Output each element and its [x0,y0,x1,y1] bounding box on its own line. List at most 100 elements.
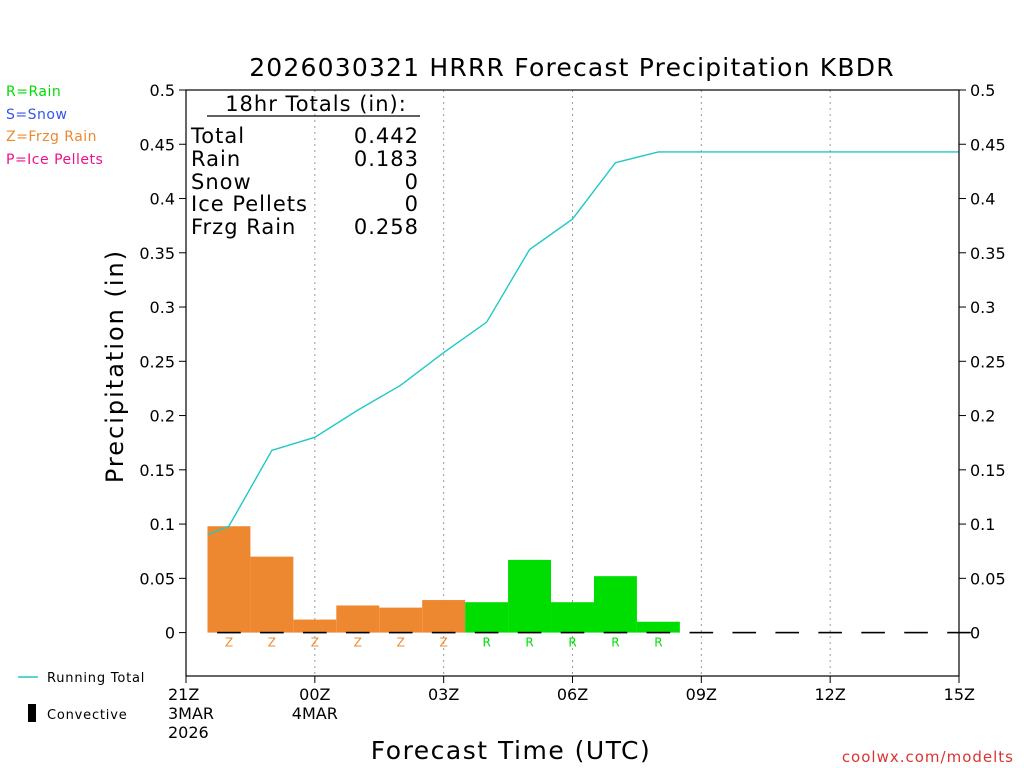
y-tick-label-right: 0.05 [970,569,1006,588]
convective-bar [345,631,370,634]
precip-bar [336,605,380,633]
convective-bar [818,631,842,634]
y-tick-label-right: 0.1 [970,515,995,534]
precip-bar [593,576,637,633]
convective-bar [303,631,327,634]
totals-value-total: 0.442 [354,124,419,148]
precip-bar [636,621,680,633]
totals-box: 18hr Totals (in): Total 0.442 Rain 0.183… [190,92,420,239]
y-tick-label-left: 0 [165,624,175,643]
running-total-line [207,151,959,536]
convective-bar [861,631,885,634]
y-tick-label-right: 0 [970,624,980,643]
ptype-marker: Z [354,636,362,650]
y-tick-label-right: 0.25 [970,352,1006,371]
x-tick-label: 3MAR [168,704,214,723]
convective-bar [388,631,413,634]
ptype-legend-snow: S=Snow [6,107,67,123]
convective-bar [260,631,284,634]
ptype-legend-frzg-rain: Z=Frzg Rain [6,129,97,145]
ptype-marker: R [525,636,533,650]
y-tick-label-right: 0.45 [970,135,1006,154]
totals-label-total: Total [190,124,245,148]
y-axis-ticks: 0 00.05 0.050.1 0.10.15 0.150.2 0.20.25 0.250.… [139,81,1005,643]
ptype-marker: Z [440,636,448,650]
ptype-legend-rain: R=Rain [6,84,61,100]
precip-bar [207,526,251,633]
convective-bar [474,631,499,634]
y-tick-label-left: 0.15 [139,461,175,480]
y-tick-label-right: 0.35 [970,244,1006,263]
precip-bar [465,602,509,633]
convective-bar [646,631,671,634]
ptype-marker: R [611,636,619,650]
totals-value-frzg-rain: 0.258 [354,215,419,239]
precip-bar [250,556,294,633]
y-tick-label-left: 0.5 [150,81,175,100]
y-tick-label-left: 0.25 [139,352,175,371]
ptype-marker: R [654,636,662,650]
y-tick-label-left: 0.4 [150,190,175,209]
y-tick-label-right: 0.5 [970,81,995,100]
y-tick-label-left: 0.1 [150,515,175,534]
totals-value-snow: 0 [405,170,419,194]
convective-bar [560,631,585,634]
ptype-legend-ice-pellets: P=Ice Pellets [6,152,103,168]
ptype-marker: Z [311,636,319,650]
x-tick-label: 4MAR [292,704,338,723]
y-tick-label-right: 0.15 [970,461,1006,480]
convective-bar [904,631,928,634]
ptype-legend: R=Rain S=Snow Z=Frzg Rain P=Ice Pellets [6,84,103,168]
y-tick-label-left: 0.2 [150,407,175,426]
y-axis-label: Precipitation (in) [101,249,129,483]
totals-label-rain: Rain [191,147,241,171]
x-tick-label: 12Z [815,685,846,704]
convective-bar [732,631,757,634]
totals-label-ice-pellets: Ice Pellets [191,192,308,216]
precip-bar [379,607,423,633]
series-legend: Running Total Convective [18,671,145,723]
y-tick-label-right: 0.2 [970,407,995,426]
totals-value-ice-pellets: 0 [405,192,419,216]
totals-label-snow: Snow [191,170,252,194]
convective-bar [431,631,456,634]
series-legend-convective: Convective [47,708,128,723]
totals-label-frzg-rain: Frzg Rain [191,215,296,239]
x-axis-label: Forecast Time (UTC) [371,736,651,765]
x-tick-label: 15Z [944,685,975,704]
x-tick-label: 00Z [299,685,330,704]
ptype-marker: R [568,636,576,650]
ptype-marker: Z [397,636,405,650]
x-tick-label: 03Z [428,685,459,704]
convective-bar [775,631,800,634]
precip-bar [508,559,552,633]
chart-title: 2026030321 HRRR Forecast Precipitation K… [249,53,895,82]
y-tick-label-right: 0.3 [970,298,995,317]
series-legend-running-total: Running Total [47,671,145,686]
convective-bar-icon [28,704,36,722]
running-total-series [207,151,959,536]
convective-bar [689,631,714,634]
x-tick-label: 09Z [686,685,717,704]
ptype-marker: Z [225,636,233,650]
y-tick-label-left: 0.05 [139,569,175,588]
x-tick-label: 2026 [168,723,209,742]
ptype-marker: Z [268,636,276,650]
y-tick-label-left: 0.45 [139,135,175,154]
ptype-marker: R [482,636,490,650]
source-credit: coolwx.com/modelts [842,748,1014,766]
totals-value-rain: 0.183 [354,147,419,171]
gridlines [314,90,831,676]
precip-bar [551,602,594,633]
convective-bar [603,631,628,634]
precip-bar [422,600,466,633]
y-tick-label-left: 0.3 [150,298,175,317]
x-tick-label: 21Z [168,685,199,704]
precip-bar [293,619,337,633]
hourly-bars [207,526,680,633]
x-tick-label: 06Z [557,685,588,704]
convective-bar [517,631,542,634]
